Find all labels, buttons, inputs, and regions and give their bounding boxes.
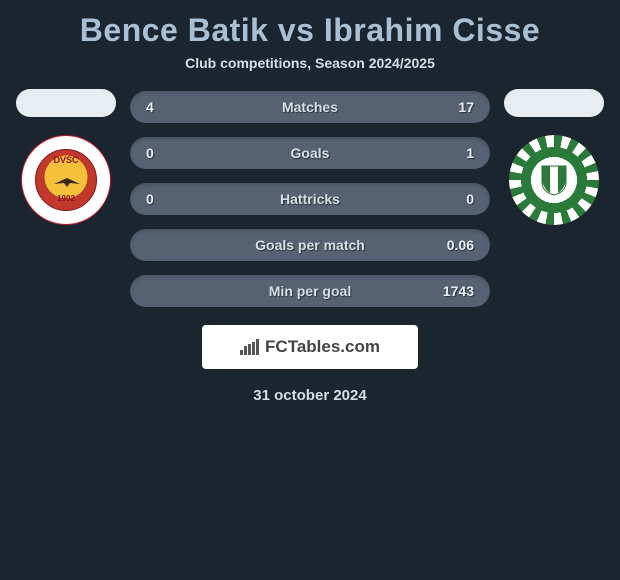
left-pill-placeholder <box>16 89 116 117</box>
stat-label: Matches <box>130 99 490 115</box>
content-row: DVSC 1902 4 Matches 17 0 Goals 1 0 <box>0 89 620 307</box>
date-text: 31 october 2024 <box>0 387 620 404</box>
brand-label: FCTables.com <box>265 337 380 357</box>
bar-chart-icon <box>240 339 259 355</box>
dvsc-badge-inner: DVSC 1902 <box>35 149 97 211</box>
stat-row: 0 Hattricks 0 <box>130 183 490 215</box>
shield-icon <box>539 164 569 196</box>
left-team-badge: DVSC 1902 <box>21 135 111 225</box>
stat-label: Goals per match <box>130 237 490 253</box>
eagle-icon <box>50 176 84 188</box>
brand-text: FCTables.com <box>240 337 380 357</box>
page-title: Bence Batik vs Ibrahim Cisse <box>0 0 620 55</box>
brand-box: FCTables.com <box>202 325 418 369</box>
dvsc-badge-year: 1902 <box>36 194 96 203</box>
right-team-badge <box>509 135 599 225</box>
stats-list: 4 Matches 17 0 Goals 1 0 Hattricks 0 Goa… <box>130 89 490 307</box>
stat-label: Goals <box>130 145 490 161</box>
right-pill-placeholder <box>504 89 604 117</box>
stat-row: 4 Matches 17 <box>130 91 490 123</box>
left-column: DVSC 1902 <box>16 89 116 225</box>
stat-row: Goals per match 0.06 <box>130 229 490 261</box>
stat-label: Min per goal <box>130 283 490 299</box>
subtitle: Club competitions, Season 2024/2025 <box>0 55 620 89</box>
stat-row: 0 Goals 1 <box>130 137 490 169</box>
dvsc-badge-label: DVSC <box>36 155 96 165</box>
stat-label: Hattricks <box>130 191 490 207</box>
right-column <box>504 89 604 225</box>
comparison-card: Bence Batik vs Ibrahim Cisse Club compet… <box>0 0 620 404</box>
stat-row: Min per goal 1743 <box>130 275 490 307</box>
